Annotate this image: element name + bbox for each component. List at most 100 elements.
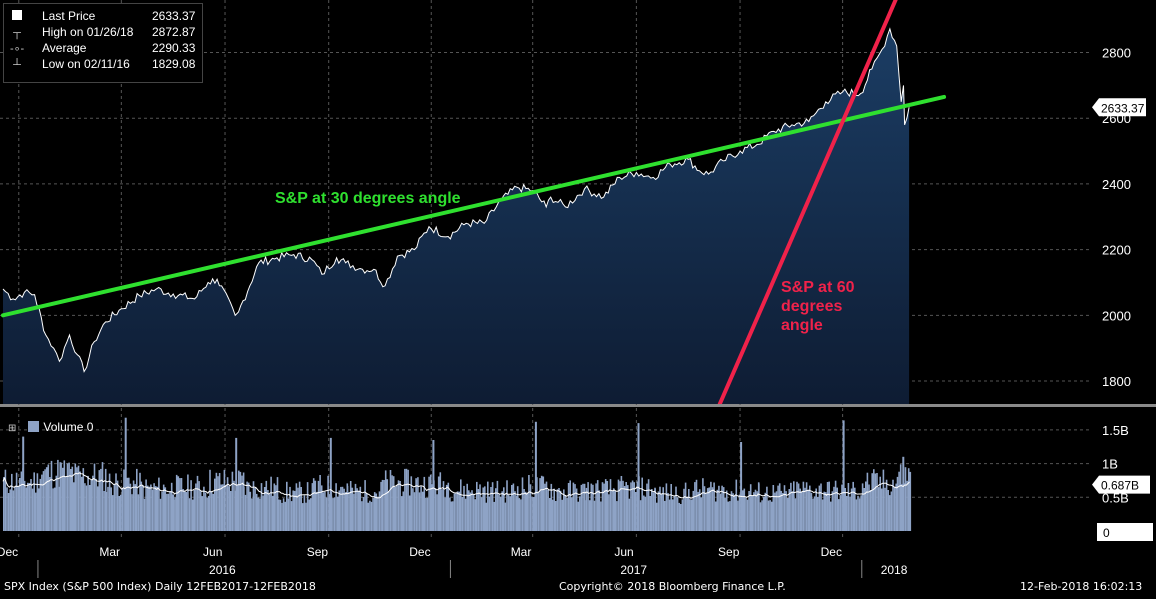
volume-bar [270,476,272,531]
volume-bar [598,490,601,531]
volume-bar [695,479,698,531]
volume-bar [491,482,494,531]
legend-value: 1829.08 [152,57,196,71]
volume-bar [404,468,406,531]
volume-bar [909,471,912,531]
volume-spike-bar [124,417,127,531]
month-tick-label: Sep [718,545,740,559]
volume-bar [871,473,873,531]
volume-bar [129,483,132,531]
volume-bar [263,487,266,531]
volume-bar [346,485,349,531]
volume-bar [802,481,805,531]
volume-legend-label: Volume [43,420,84,434]
volume-bar [77,465,80,531]
volume-bar [306,482,309,531]
volume-bar [217,476,219,531]
volume-bar [179,478,181,531]
volume-bar [359,486,362,531]
volume-bar [294,490,296,531]
price-area-fill [3,28,910,404]
volume-bar [257,497,260,531]
volume-bar [45,467,48,531]
volume-bar [63,460,66,531]
volume-bar [786,498,789,531]
volume-bar [797,483,800,531]
volume-spike-bar [235,437,238,531]
volume-bar [156,486,159,531]
volume-bar [244,494,247,531]
volume-bar [447,482,450,531]
volume-bar [290,501,293,531]
volume-bar [529,484,532,531]
volume-bar [33,472,35,531]
legend-label: High on 01/26/18 [42,25,134,39]
volume-bar [223,469,226,531]
green-trendline [1,94,947,318]
volume-bar [139,472,141,531]
volume-bar [126,477,128,531]
volume-bar [167,493,170,531]
volume-bar [825,492,827,531]
volume-bar [108,473,111,531]
volume-bar [252,481,255,531]
volume-bar [241,475,243,531]
volume-bar [652,492,655,531]
legend-value: 2872.87 [152,25,196,39]
volume-bar [553,488,555,531]
volume-spike-bar [637,423,640,531]
volume-bar [474,499,476,531]
volume-bar [855,499,858,531]
volume-bar [493,501,495,531]
volume-bar [361,501,363,531]
volume-bar [295,483,298,531]
volume-bar [281,502,283,531]
volume-spike-bar [534,421,537,531]
volume-bar [105,492,108,531]
volume-bar [490,487,492,531]
volume-bar [873,469,875,531]
volume-moving-average-line [2,472,910,499]
volume-bar [44,469,46,531]
volume-bar [495,488,497,531]
volume-bar [504,502,507,531]
volume-bar [485,502,487,531]
volume-bar [225,484,227,531]
volume-bar [420,486,422,531]
volume-bar [439,472,442,531]
legend-value: 2633.37 [152,9,196,23]
volume-bar [823,491,825,531]
volume-bar [214,478,216,531]
volume-bar [209,469,211,531]
volume-bar [362,497,365,531]
volume-bar [852,481,854,531]
volume-bar [892,479,894,531]
volume-bar [375,493,378,531]
volume-bar [458,491,460,531]
volume-bar [343,488,345,531]
volume-bar [896,476,899,531]
volume-bar [820,483,822,531]
volume-zero-callout-text: 0 [1103,526,1110,540]
volume-bar [161,491,163,531]
volume-bar [461,497,464,531]
legend-label: Low on 02/11/16 [42,57,130,71]
volume-bar [103,491,105,531]
volume-bar [464,498,467,531]
volume-bar [794,498,797,531]
volume-bar [164,487,167,531]
volume-bar [206,497,208,531]
volume-bar [120,494,122,531]
volume-bar [818,485,821,531]
volume-bar [676,497,679,531]
volume-bar [488,496,491,531]
volume-bar [616,501,618,531]
price-tick-label: 2400 [1102,177,1131,192]
volume-bar [564,495,567,531]
volume-bar [544,483,546,531]
legend-row-last-price: Last Price 2633.37 [6,9,200,24]
volume-bar [826,482,829,531]
volume-bar [146,485,149,531]
volume-bar [764,492,767,531]
month-tick-label: Sep [307,545,329,559]
